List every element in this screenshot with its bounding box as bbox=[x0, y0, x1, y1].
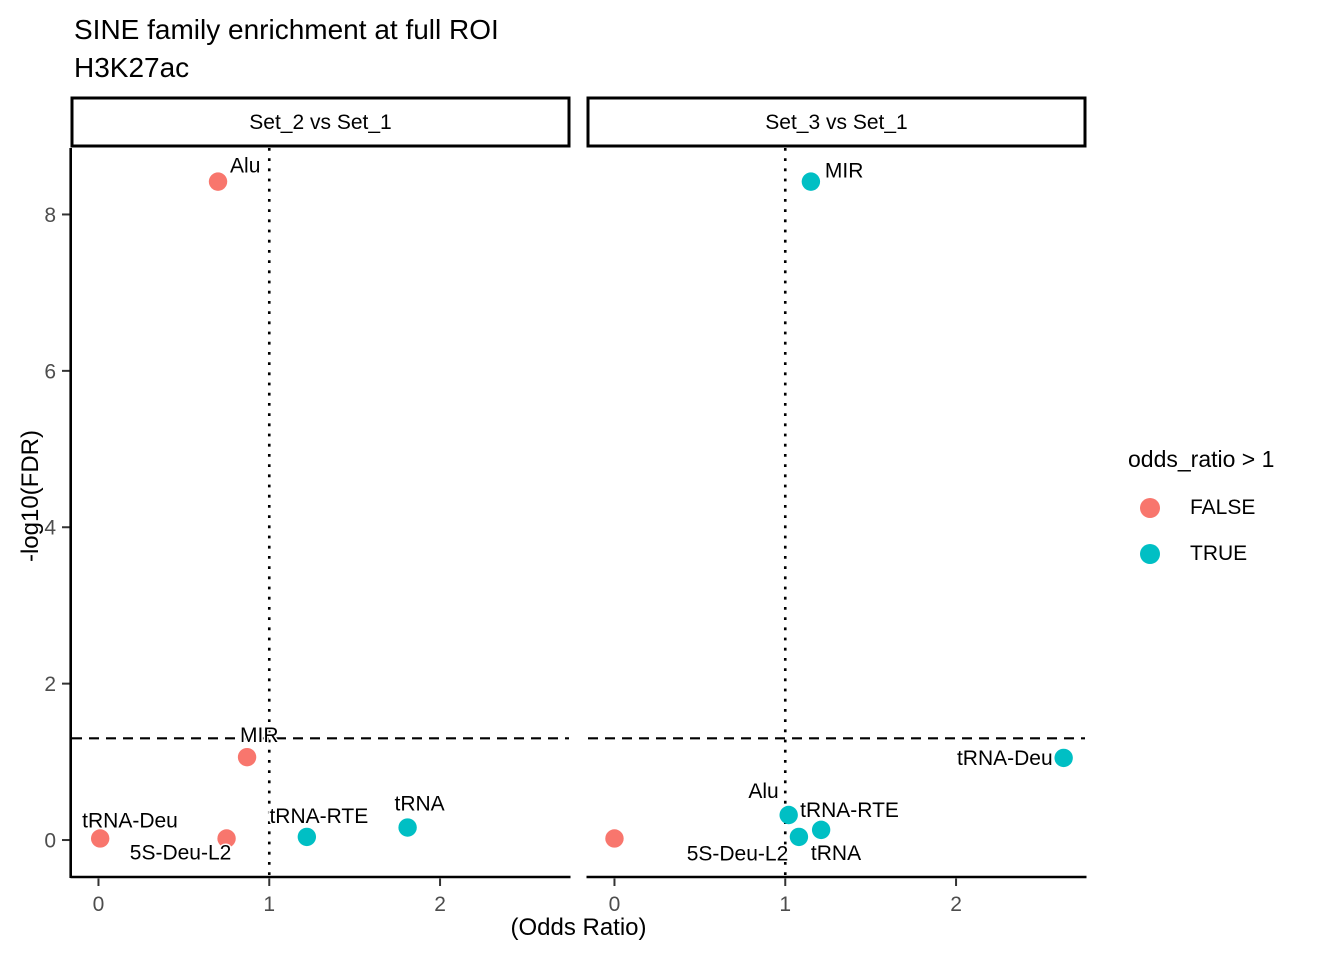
data-point-tRNA-RTE bbox=[811, 820, 831, 840]
point-label-5S-Deu-L2: 5S-Deu-L2 bbox=[130, 841, 232, 864]
x-tick-label: 1 bbox=[779, 893, 791, 916]
x-tick-label: 0 bbox=[609, 893, 621, 916]
y-tick-label: 4 bbox=[44, 517, 56, 540]
data-point-tRNA bbox=[398, 818, 417, 837]
chart-subtitle: H3K27ac bbox=[74, 52, 190, 83]
point-label-tRNA-Deu: tRNA-Deu bbox=[957, 747, 1053, 770]
legend-title: odds_ratio > 1 bbox=[1128, 446, 1275, 472]
facet-strip-label: Set_2 vs Set_1 bbox=[249, 111, 391, 134]
facet-strip bbox=[70, 96, 571, 148]
data-point-tRNA-RTE bbox=[297, 827, 317, 847]
x-tick-label: 1 bbox=[263, 893, 275, 916]
y-tick-label: 8 bbox=[44, 204, 56, 227]
y-tick-label: 6 bbox=[44, 360, 56, 383]
data-point-Alu bbox=[208, 172, 228, 191]
data-point-MIR bbox=[237, 747, 257, 767]
x-tick-label: 0 bbox=[93, 893, 105, 916]
y-axis: 0 2 4 6 8 bbox=[44, 148, 72, 878]
data-point-tRNA bbox=[789, 827, 809, 847]
data-point-Alu bbox=[779, 805, 798, 825]
point-label-tRNA-RTE: tRNA-RTE bbox=[800, 799, 899, 822]
data-point-tRNA-Deu bbox=[90, 829, 110, 848]
y-tick-label: 0 bbox=[44, 830, 56, 853]
point-label-Alu: Alu bbox=[230, 155, 260, 178]
x-axis-title: (Odds Ratio) bbox=[510, 914, 647, 941]
point-label-tRNA: tRNA bbox=[811, 842, 861, 865]
point-label-MIR: MIR bbox=[240, 724, 278, 747]
facet-strip-label: Set_3 vs Set_1 bbox=[765, 111, 907, 134]
facet-strip bbox=[586, 96, 1087, 148]
point-label-Alu: Alu bbox=[748, 780, 778, 803]
y-tick-label: 2 bbox=[44, 673, 56, 696]
point-label-5S-Deu-L2: 5S-Deu-L2 bbox=[687, 842, 789, 865]
facet-panel: Set_3 vs Set_1 0 1 2 MIR tRNA-Deu Alu tRNA-RTE t… bbox=[586, 96, 1087, 916]
point-label-tRNA: tRNA bbox=[395, 793, 445, 816]
data-point-5S-Deu-L2 bbox=[217, 829, 236, 848]
data-point-MIR bbox=[801, 172, 821, 191]
legend-false-label: FALSE bbox=[1190, 496, 1256, 519]
legend-item-true: TRUE bbox=[1128, 531, 1274, 577]
point-label-tRNA-Deu: tRNA-Deu bbox=[82, 809, 178, 832]
legend-true-dot-icon bbox=[1140, 544, 1160, 564]
data-point-tRNA-Deu bbox=[1054, 748, 1073, 768]
legend: odds_ratio > 1 FALSE TRUE bbox=[1128, 446, 1274, 577]
facet-panel: Set_2 vs Set_1 0 1 2 Alu MIR tRNA-Deu 5S-Deu-L2… bbox=[70, 96, 571, 916]
point-label-MIR: MIR bbox=[825, 160, 864, 183]
legend-item-false: FALSE bbox=[1128, 485, 1274, 531]
chart-title: SINE family enrichment at full ROI bbox=[74, 14, 499, 45]
data-point-5S-Deu-L2 bbox=[605, 829, 624, 848]
y-axis-title: -log10(FDR) bbox=[17, 430, 44, 563]
legend-false-dot-icon bbox=[1140, 498, 1160, 518]
x-tick-label: 2 bbox=[950, 893, 962, 916]
point-label-tRNA-RTE: tRNA-RTE bbox=[269, 805, 368, 828]
legend-true-label: TRUE bbox=[1190, 542, 1248, 565]
x-tick-label: 2 bbox=[434, 893, 446, 916]
